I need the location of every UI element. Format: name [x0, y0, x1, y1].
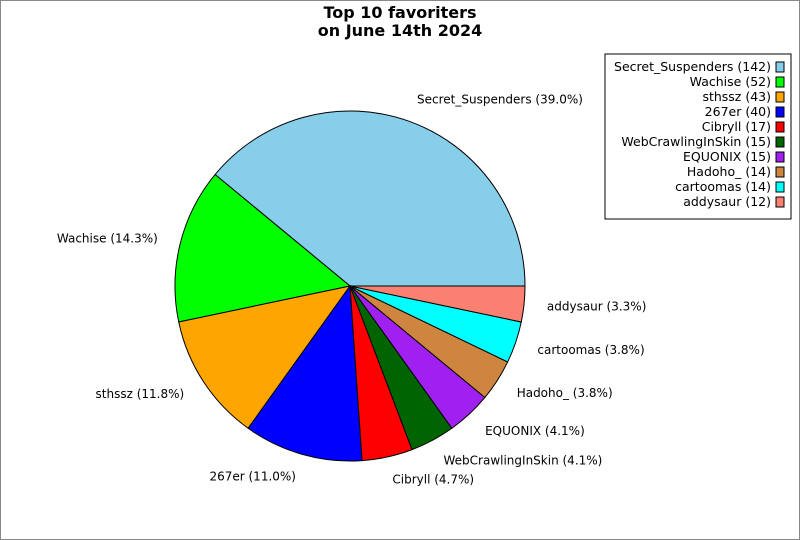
legend-entry-equonix: EQUONIX (15)	[683, 149, 771, 164]
legend-swatch-secret-suspenders	[775, 61, 785, 73]
slice-label-sthssz: sthssz (11.8%)	[96, 387, 185, 401]
legend-entry-267er: 267er (40)	[705, 104, 771, 119]
legend-entry-webcrawlinginskin: WebCrawlingInSkin (15)	[621, 134, 771, 149]
pie-slices	[174, 110, 526, 462]
legend: Secret_Suspenders (142)Wachise (52)sthss…	[604, 53, 792, 220]
legend-swatch-webcrawlinginskin	[775, 136, 785, 148]
slice-label-hadoho: Hadoho_ (3.8%)	[517, 386, 613, 400]
legend-entry-cibryll: Cibryll (17)	[702, 119, 771, 134]
legend-entry-cartoomas: cartoomas (14)	[675, 179, 771, 194]
legend-swatch-cibryll	[775, 121, 785, 133]
slice-label-cartoomas: cartoomas (3.8%)	[537, 343, 644, 357]
legend-swatch-sthssz	[775, 91, 785, 103]
legend-entry-secret-suspenders: Secret_Suspenders (142)	[614, 59, 771, 74]
slice-label-webcrawlinginskin: WebCrawlingInSkin (4.1%)	[444, 454, 603, 468]
slice-labels: Secret_Suspenders (39.0%) Wachise (14.3%)…	[57, 93, 647, 487]
legend-swatch-hadoho	[775, 166, 785, 178]
slice-label-wachise: Wachise (14.3%)	[57, 232, 158, 246]
chart-title-line-1: Top 10 favoriters	[323, 3, 476, 22]
pie-slice-sthssz	[178, 285, 352, 429]
slice-label-267er: 267er (11.0%)	[209, 470, 296, 484]
legend-entry-hadoho: Hadoho_ (14)	[687, 164, 771, 179]
chart-title-line-2: on June 14th 2024	[318, 21, 483, 40]
legend-swatch-cartoomas	[775, 181, 785, 193]
legend-swatch-267er	[775, 106, 785, 118]
pie-slice-wachise	[174, 173, 352, 323]
legend-box	[604, 53, 792, 220]
slice-label-cibryll: Cibryll (4.7%)	[392, 472, 474, 486]
pie-slice-267er	[247, 284, 363, 462]
slice-label-addysaur: addysaur (3.3%)	[547, 300, 647, 314]
legend-entry-sthssz: sthssz (43)	[702, 89, 771, 104]
legend-swatch-addysaur	[775, 196, 785, 208]
legend-entry-addysaur: addysaur (12)	[683, 194, 771, 209]
legend-swatch-wachise	[775, 76, 785, 88]
slice-label-equonix: EQUONIX (4.1%)	[485, 424, 585, 438]
slice-label-secret-suspenders: Secret_Suspenders (39.0%)	[417, 93, 583, 107]
pie-slice-secret-suspenders	[214, 110, 526, 287]
legend-entry-wachise: Wachise (52)	[690, 74, 771, 89]
legend-swatch-equonix	[775, 151, 785, 163]
pie-slice-addysaur	[349, 285, 526, 323]
